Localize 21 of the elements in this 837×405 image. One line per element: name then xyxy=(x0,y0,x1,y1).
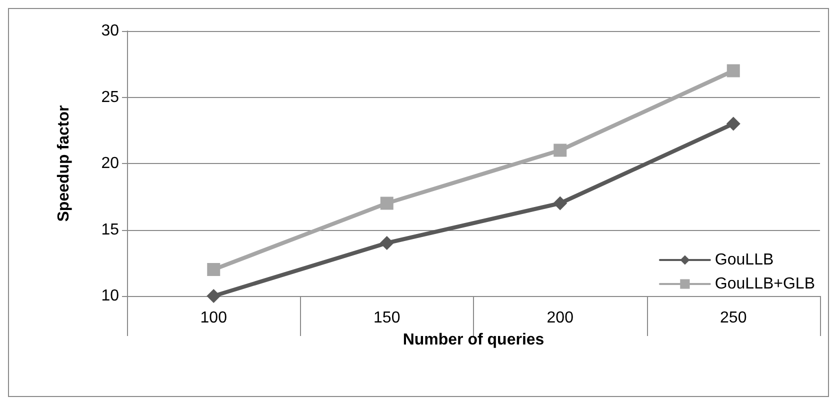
y-axis-title: Speedup factor xyxy=(56,105,72,222)
x-axis-title: Number of queries xyxy=(402,332,544,348)
point xyxy=(554,144,567,157)
point xyxy=(380,196,394,210)
point xyxy=(726,116,740,131)
point xyxy=(726,64,740,78)
y-tick-label: 15 xyxy=(101,221,120,238)
y-tick-label: 10 xyxy=(101,288,120,304)
y-tick-label: 25 xyxy=(101,88,120,106)
x-tick-label: 150 xyxy=(374,310,400,326)
point xyxy=(380,236,394,250)
x-tick-label: 200 xyxy=(546,310,574,326)
legend-label: GouLLB+GLB xyxy=(714,276,816,292)
point xyxy=(207,263,220,276)
x-tick-label: 250 xyxy=(720,310,747,326)
y-tick-label: 20 xyxy=(101,155,120,172)
point xyxy=(206,289,221,303)
x-tick-label: 100 xyxy=(200,310,228,326)
y-tick-label: 30 xyxy=(101,22,120,40)
legend-label: GouLLB xyxy=(714,252,774,268)
point xyxy=(553,196,568,210)
